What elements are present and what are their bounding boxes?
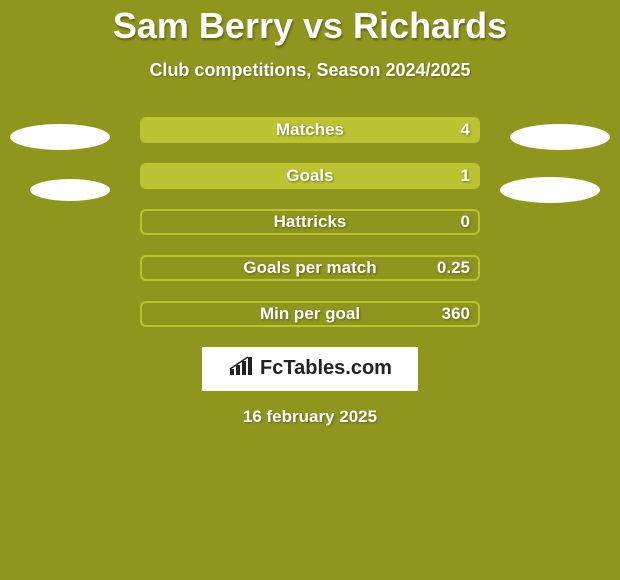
bar-track [140,163,480,189]
side-ellipse [510,124,610,150]
bar-track [140,117,480,143]
brand-text: FcTables.com [260,357,392,380]
stat-row: Goals per match0.25 [140,255,480,281]
date-line: 16 february 2025 [0,407,620,427]
side-ellipse [500,177,600,203]
stat-row: Min per goal360 [140,301,480,327]
bar-track [140,301,480,327]
bar-fill [142,165,478,187]
stat-rows: Matches4 Goals1 Hattricks0 Goals per match0… [0,117,620,327]
subtitle: Club competitions, Season 2024/2025 [0,60,620,81]
stats-comparison-card: Sam Berry vs Richards Club competitions,… [0,0,620,580]
side-ellipse [10,124,110,150]
barchart-icon [228,355,254,382]
stat-row: Goals1 [140,163,480,189]
side-ellipse [30,179,110,201]
stat-row: Hattricks0 [140,209,480,235]
bar-track [140,255,480,281]
page-title: Sam Berry vs Richards [0,0,620,46]
bar-track [140,209,480,235]
brand-badge[interactable]: FcTables.com [202,347,418,391]
stat-row: Matches4 [140,117,480,143]
bar-fill [142,119,478,141]
